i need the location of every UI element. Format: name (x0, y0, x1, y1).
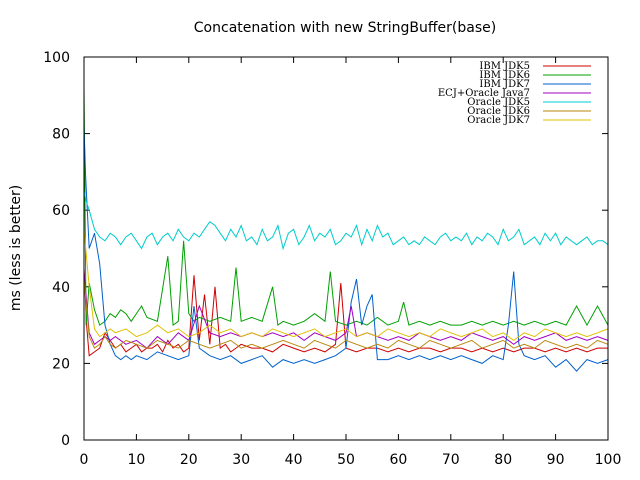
y-tick-label: 40 (52, 280, 70, 296)
x-tick-label: 40 (285, 452, 303, 468)
x-tick-label: 30 (232, 452, 250, 468)
plot-frame (83, 56, 609, 441)
x-tick-label: 80 (494, 452, 512, 468)
legend-label: Oracle JDK6 (467, 106, 530, 117)
chart-title: Concatenation with new StringBuffer(base… (194, 20, 496, 36)
y-tick-label: 0 (61, 433, 70, 449)
x-tick-label: 60 (389, 452, 407, 468)
series-line-oracle-jdk7 (83, 229, 609, 342)
x-tick-label: 70 (442, 452, 460, 468)
x-tick-label: 100 (595, 452, 622, 468)
axis-ticks: 0 10 20 30 40 50 60 70 80 90 100 0 20 40 60 80 100 (43, 50, 621, 468)
legend-label: IBM JDK6 (479, 70, 530, 81)
legend-label: ECJ+Oracle Java7 (438, 88, 530, 99)
x-tick-label: 20 (180, 452, 198, 468)
series-line-ibm-jdk5 (83, 267, 608, 357)
legend-label: Oracle JDK7 (467, 115, 530, 126)
y-tick-label: 80 (52, 127, 70, 143)
x-tick-label: 50 (337, 452, 355, 468)
y-tick-label: 20 (52, 356, 70, 372)
y-tick-label: 100 (43, 50, 70, 66)
series-line-oracle-jdk6 (83, 279, 609, 349)
series-line-ibm-jdk6 (83, 87, 609, 327)
series-lines (83, 87, 609, 372)
legend-label: IBM JDK7 (479, 79, 530, 90)
legend-label: Oracle JDK5 (467, 97, 530, 108)
legend-label: IBM JDK5 (479, 61, 530, 72)
x-tick-label: 0 (80, 452, 89, 468)
y-axis-label: ms (less is better) (8, 185, 24, 311)
series-line-oracle-jdk5 (83, 190, 609, 251)
series-line-ibm-jdk7 (83, 125, 609, 372)
x-tick-label: 90 (547, 452, 565, 468)
y-tick-label: 60 (52, 203, 70, 219)
series-line-ecj-oracle-java7 (83, 271, 609, 349)
x-tick-label: 10 (127, 452, 145, 468)
